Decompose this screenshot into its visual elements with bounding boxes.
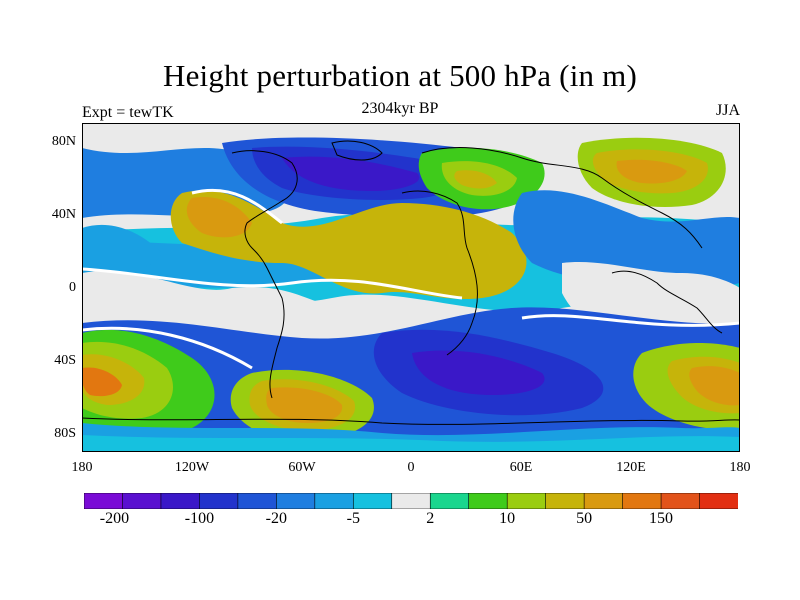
time-label: 2304kyr BP	[361, 100, 439, 117]
lon-label-180e: 180	[729, 460, 751, 475]
colorbar-swatch	[199, 493, 239, 509]
colorbar-swatch	[699, 493, 738, 509]
lon-label-60w: 60W	[288, 460, 316, 475]
map-frame	[82, 123, 740, 452]
colorbar-swatch	[237, 493, 278, 509]
colorbar-label: 50	[576, 510, 593, 527]
colorbar-swatch	[545, 493, 585, 509]
colorbar-swatch	[160, 493, 201, 509]
colorbar-swatch	[468, 493, 508, 509]
map-panel	[82, 123, 740, 452]
lon-label-60e: 60E	[509, 460, 533, 475]
chart-title: Height perturbation at 500 hPa (in m)	[162, 58, 638, 93]
colorbar-swatch	[622, 493, 662, 509]
experiment-label: Expt = tewTK	[82, 104, 174, 121]
lon-label-120w: 120W	[174, 460, 210, 475]
lon-label-180w: 180	[71, 460, 93, 475]
colorbar-label: -5	[346, 510, 360, 527]
colorbar-label: -100	[184, 510, 215, 527]
lat-label-40n: 40N	[51, 207, 76, 222]
contour-field	[82, 123, 740, 452]
colorbar-label: -20	[265, 510, 287, 527]
colorbar	[84, 493, 738, 509]
season-label: JJA	[715, 102, 740, 119]
colorbar-swatch	[352, 493, 393, 509]
colorbar-swatch	[660, 493, 701, 509]
colorbar-label: -200	[99, 510, 130, 527]
colorbar-swatch	[122, 493, 162, 509]
colorbar-swatch	[391, 493, 432, 509]
lat-label-eq: 0	[69, 280, 76, 295]
colorbar-swatch	[314, 493, 355, 509]
colorbar-swatch	[276, 493, 316, 509]
lon-label-120e: 120E	[616, 460, 646, 475]
lat-label-40s: 40S	[54, 353, 76, 368]
lat-label-80s: 80S	[54, 426, 76, 441]
lon-label-0: 0	[407, 460, 415, 475]
colorbar-label: 2	[426, 510, 435, 527]
colorbar-swatch	[429, 493, 470, 509]
colorbar-label: 150	[649, 510, 674, 527]
coastlines	[82, 140, 740, 425]
colorbar-swatch	[506, 493, 547, 509]
colorbar-label: 10	[499, 510, 516, 527]
lat-label-80n: 80N	[51, 134, 76, 149]
colorbar-swatch	[583, 493, 624, 509]
colorbar-swatch	[84, 493, 124, 509]
